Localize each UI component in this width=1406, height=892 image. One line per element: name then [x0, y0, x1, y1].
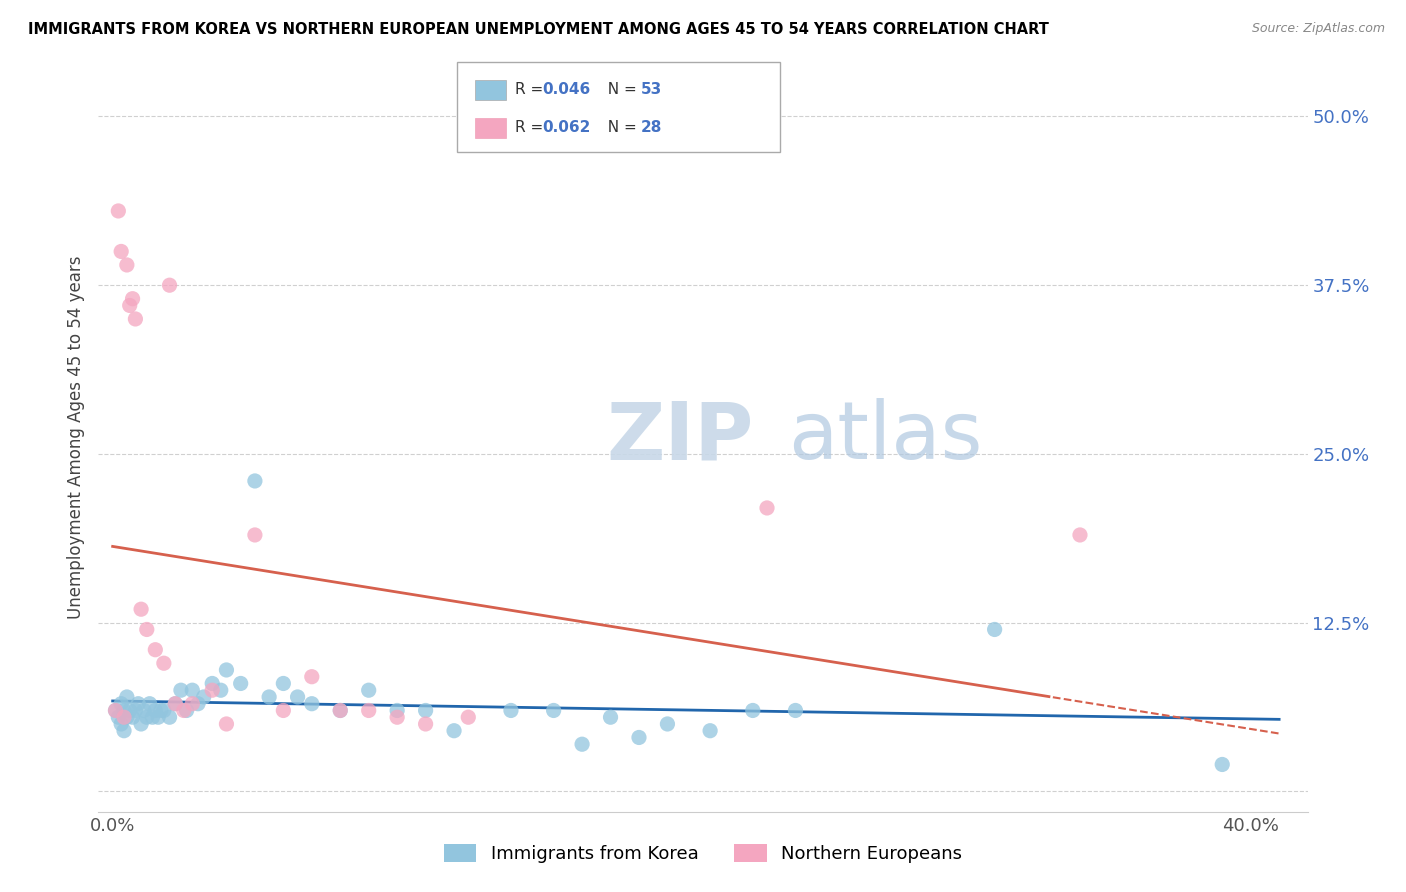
- Point: [415, 717, 437, 731]
- Text: N =: N =: [598, 82, 641, 97]
- Point: [243, 474, 266, 488]
- Point: [159, 710, 181, 724]
- Point: [153, 657, 176, 671]
- Point: [115, 690, 138, 704]
- Point: [165, 697, 187, 711]
- Point: [112, 710, 135, 724]
- Point: [301, 697, 323, 711]
- Point: [115, 710, 138, 724]
- Text: ZIP: ZIP: [606, 398, 754, 476]
- Text: IMMIGRANTS FROM KOREA VS NORTHERN EUROPEAN UNEMPLOYMENT AMONG AGES 45 TO 54 YEAR: IMMIGRANTS FROM KOREA VS NORTHERN EUROPE…: [28, 22, 1049, 37]
- Point: [129, 717, 152, 731]
- Text: 53: 53: [641, 82, 662, 97]
- Point: [1211, 757, 1233, 772]
- Point: [115, 258, 138, 272]
- Point: [173, 703, 195, 717]
- Point: [129, 602, 152, 616]
- Point: [132, 703, 155, 717]
- Y-axis label: Unemployment Among Ages 45 to 54 years: Unemployment Among Ages 45 to 54 years: [66, 255, 84, 619]
- Point: [357, 703, 380, 717]
- Point: [329, 703, 352, 717]
- Legend: Immigrants from Korea, Northern Europeans: Immigrants from Korea, Northern European…: [436, 837, 970, 870]
- Point: [193, 690, 215, 704]
- Point: [1069, 528, 1091, 542]
- Point: [357, 683, 380, 698]
- Text: R =: R =: [515, 120, 548, 135]
- Point: [181, 683, 204, 698]
- Point: [443, 723, 465, 738]
- Point: [143, 642, 166, 657]
- Text: Source: ZipAtlas.com: Source: ZipAtlas.com: [1251, 22, 1385, 36]
- Point: [176, 703, 198, 717]
- Point: [243, 528, 266, 542]
- Point: [415, 703, 437, 717]
- Point: [181, 697, 204, 711]
- Point: [107, 203, 129, 218]
- Point: [215, 663, 238, 677]
- Point: [571, 737, 593, 751]
- Point: [159, 278, 181, 293]
- Point: [273, 676, 295, 690]
- Text: R =: R =: [515, 82, 548, 97]
- Point: [104, 703, 127, 717]
- Point: [121, 710, 143, 724]
- Point: [657, 717, 679, 731]
- Text: 0.046: 0.046: [543, 82, 591, 97]
- Point: [209, 683, 232, 698]
- Point: [215, 717, 238, 731]
- Point: [756, 500, 779, 515]
- Point: [257, 690, 280, 704]
- Point: [329, 703, 352, 717]
- Point: [385, 703, 408, 717]
- Point: [983, 623, 1005, 637]
- Point: [121, 292, 143, 306]
- Point: [124, 312, 146, 326]
- Text: atlas: atlas: [787, 398, 981, 476]
- Text: N =: N =: [598, 120, 641, 135]
- Point: [741, 703, 763, 717]
- Point: [107, 710, 129, 724]
- Point: [699, 723, 721, 738]
- Point: [141, 710, 163, 724]
- Text: 0.062: 0.062: [543, 120, 591, 135]
- Point: [146, 710, 169, 724]
- Point: [104, 703, 127, 717]
- Point: [143, 703, 166, 717]
- Point: [287, 690, 309, 704]
- Point: [110, 697, 132, 711]
- Point: [201, 683, 224, 698]
- Point: [457, 710, 479, 724]
- Point: [124, 703, 146, 717]
- Point: [118, 298, 141, 312]
- Point: [112, 703, 135, 717]
- Point: [785, 703, 807, 717]
- Point: [127, 697, 149, 711]
- Point: [499, 703, 522, 717]
- Point: [273, 703, 295, 717]
- Point: [118, 703, 141, 717]
- Point: [170, 683, 193, 698]
- Point: [543, 703, 565, 717]
- Point: [153, 703, 176, 717]
- Point: [138, 697, 160, 711]
- Point: [599, 710, 621, 724]
- Point: [627, 731, 650, 745]
- Point: [150, 703, 173, 717]
- Point: [110, 244, 132, 259]
- Point: [135, 710, 157, 724]
- Text: 28: 28: [641, 120, 662, 135]
- Point: [165, 697, 187, 711]
- Point: [135, 623, 157, 637]
- Point: [229, 676, 252, 690]
- Point: [187, 697, 209, 711]
- Point: [201, 676, 224, 690]
- Point: [112, 723, 135, 738]
- Point: [110, 717, 132, 731]
- Point: [301, 670, 323, 684]
- Point: [385, 710, 408, 724]
